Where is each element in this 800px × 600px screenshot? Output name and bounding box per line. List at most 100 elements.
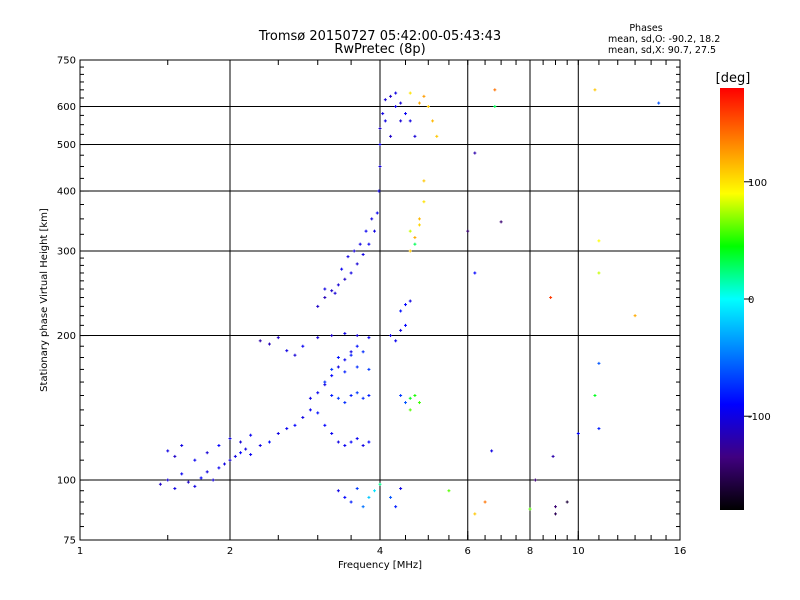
data-point [361,444,365,448]
data-point [258,444,262,448]
data-point [158,482,162,486]
data-point [355,437,359,441]
data-point [343,495,347,499]
y-tick-label: 100 [57,476,76,487]
data-point [399,394,403,398]
data-point [355,262,359,266]
data-point [301,344,305,348]
data-point [349,394,353,398]
y-axis-label: Stationary phase Virtual Height [km] [39,208,50,392]
colorbar-ticks: 100 0 -100 [744,178,771,423]
data-point [330,367,334,371]
y-tick-label: 300 [57,247,76,258]
data-point [343,444,347,448]
data-point [417,217,421,221]
data-point [223,462,227,466]
data-point [249,433,253,437]
data-point [408,249,412,253]
data-point [408,408,412,412]
colorbar: [deg] 100 0 -100 [716,71,771,510]
data-point [528,507,532,511]
data-point [381,112,385,116]
data-point [394,91,398,95]
data-point [358,242,362,246]
grid-lines [80,60,680,540]
data-point [403,112,407,116]
data-point [211,478,215,482]
data-point [389,134,393,138]
data-point [308,408,312,412]
data-point [343,401,347,405]
data-point [330,432,334,436]
data-point [383,119,387,123]
data-point [355,487,359,491]
data-point [355,344,359,348]
chart-subtitle: RwPretec (8p) [334,42,425,57]
data-point [426,105,430,109]
data-point [249,453,253,457]
data-point [413,134,417,138]
data-point [533,478,537,482]
data-point [166,478,170,482]
data-point [597,239,601,243]
data-point [447,489,451,493]
data-point [267,440,271,444]
colorbar-tick-label: 100 [748,178,767,189]
data-point [228,458,232,462]
data-point [217,466,221,470]
data-point [349,271,353,275]
data-point [173,454,177,458]
colorbar-gradient [720,88,744,510]
data-point [431,119,435,123]
data-point [490,449,494,453]
data-point [186,480,190,484]
data-point [367,242,371,246]
data-point [205,470,209,474]
data-point [336,489,340,493]
data-point [267,342,271,346]
data-point [316,411,320,415]
x-tick-label: 6 [465,546,471,557]
x-tick-label: 1 [77,546,83,557]
y-tick-label: 500 [57,140,76,151]
data-point [422,179,426,183]
data-point [352,249,356,253]
data-point [323,423,327,427]
data-point [276,336,280,340]
data-point [417,101,421,105]
data-point [378,143,382,147]
data-point [378,164,382,168]
data-point [367,367,371,371]
y-axis-ticks: 75 100 200 300 400 500 600 750 [57,56,89,547]
data-point [349,353,353,357]
data-point [422,200,426,204]
data-point [330,289,334,293]
y-tick-label: 200 [57,331,76,342]
data-point [323,383,327,387]
x-tick-label: 10 [572,546,585,557]
data-point [336,396,340,400]
data-point [493,88,497,92]
data-point [483,500,487,504]
data-point [597,271,601,275]
data-point [399,119,403,123]
data-point [389,495,393,499]
data-point [361,350,365,354]
data-point [258,339,262,343]
data-point [378,482,382,486]
data-point [217,444,221,448]
colorbar-label: [deg] [716,71,751,86]
data-point [330,374,334,378]
data-point [355,334,359,338]
data-point [228,437,232,441]
data-point [403,401,407,405]
data-point [473,271,477,275]
data-point [375,211,379,215]
data-point [166,449,170,453]
data-point [399,328,403,332]
data-point [343,277,347,281]
data-point [633,314,637,318]
data-point [389,334,393,338]
data-point [394,339,398,343]
